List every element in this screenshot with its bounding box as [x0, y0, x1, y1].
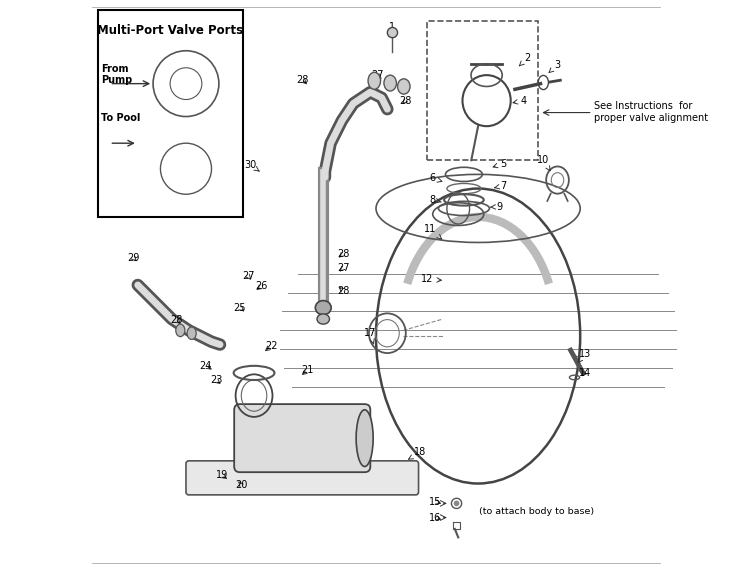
Text: 27: 27: [242, 271, 255, 282]
Text: 11: 11: [424, 225, 441, 239]
FancyBboxPatch shape: [234, 404, 370, 472]
Text: 12: 12: [421, 274, 441, 284]
Text: 15: 15: [429, 496, 441, 507]
Text: 1: 1: [389, 22, 395, 36]
Ellipse shape: [368, 72, 381, 89]
Text: 28: 28: [170, 315, 183, 325]
Ellipse shape: [356, 410, 373, 466]
Text: 22: 22: [265, 341, 277, 351]
Ellipse shape: [187, 327, 196, 340]
Text: 10: 10: [537, 155, 550, 171]
FancyBboxPatch shape: [186, 461, 419, 495]
Text: 5: 5: [493, 158, 507, 169]
Ellipse shape: [398, 79, 410, 94]
Text: 28: 28: [296, 75, 308, 85]
Text: Multi-Port Valve Ports: Multi-Port Valve Ports: [97, 24, 244, 37]
Text: To Pool: To Pool: [101, 113, 141, 123]
Ellipse shape: [317, 314, 329, 324]
Text: 25: 25: [234, 303, 246, 313]
Text: 13: 13: [578, 349, 591, 363]
Text: 29: 29: [127, 253, 139, 263]
Text: 14: 14: [578, 368, 591, 378]
Text: 28: 28: [337, 286, 349, 296]
Circle shape: [453, 500, 459, 506]
Text: (to attach body to base): (to attach body to base): [479, 507, 594, 516]
Text: 27: 27: [337, 263, 350, 273]
Ellipse shape: [387, 27, 398, 38]
Text: 17: 17: [364, 328, 377, 344]
Text: From
Pump: From Pump: [101, 64, 132, 86]
Text: 8: 8: [429, 195, 441, 205]
Text: 28: 28: [399, 96, 411, 105]
Text: 4: 4: [513, 96, 526, 105]
Ellipse shape: [315, 300, 331, 315]
Text: 27: 27: [371, 70, 384, 80]
Text: 26: 26: [255, 281, 268, 291]
Text: See Instructions  for
proper valve alignment: See Instructions for proper valve alignm…: [594, 101, 708, 123]
Text: 6: 6: [429, 173, 442, 184]
Text: 7: 7: [495, 181, 507, 191]
Text: 18: 18: [408, 447, 426, 459]
Text: 23: 23: [210, 375, 223, 385]
Text: 2: 2: [520, 53, 531, 66]
Ellipse shape: [384, 75, 396, 91]
Ellipse shape: [176, 324, 185, 337]
FancyBboxPatch shape: [98, 10, 243, 217]
Text: 16: 16: [429, 512, 441, 523]
Text: 19: 19: [216, 470, 228, 480]
Text: 24: 24: [199, 361, 212, 370]
Text: 3: 3: [549, 60, 560, 72]
Text: 21: 21: [302, 365, 314, 375]
Text: 20: 20: [235, 480, 247, 490]
Text: 9: 9: [491, 202, 503, 211]
Text: 30: 30: [244, 160, 259, 171]
Text: 28: 28: [337, 249, 349, 259]
